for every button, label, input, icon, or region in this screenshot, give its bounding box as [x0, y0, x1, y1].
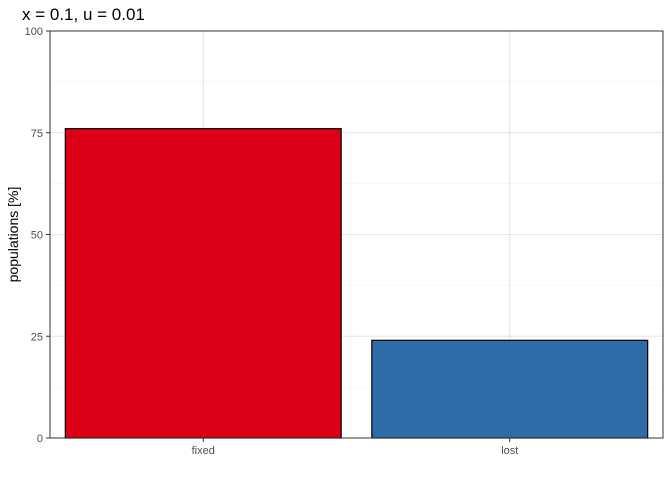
y-tick-label: 50	[31, 230, 43, 242]
x-tick-label: lost	[501, 445, 518, 457]
y-axis-title: populations [%]	[5, 187, 21, 283]
y-tick-label: 25	[31, 331, 43, 343]
x-tick-label: fixed	[192, 445, 215, 457]
x-axis: fixed lost	[192, 438, 518, 457]
chart-title: x = 0.1, u = 0.01	[22, 5, 145, 24]
bar-lost	[371, 339, 649, 439]
bars	[64, 128, 649, 439]
bar-fixed	[64, 128, 342, 439]
y-axis: 0 25 50 75 100	[25, 26, 50, 445]
y-tick-label: 100	[25, 26, 43, 38]
y-tick-label: 75	[31, 128, 43, 140]
y-tick-label: 0	[37, 433, 43, 445]
